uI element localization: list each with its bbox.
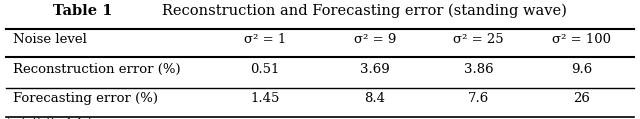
Text: 8.4: 8.4 [365, 92, 385, 105]
Text: 3.69: 3.69 [360, 62, 390, 76]
Text: σ² = 9: σ² = 9 [354, 33, 396, 46]
Text: 1.45: 1.45 [250, 92, 280, 105]
Text: σ² = 100: σ² = 100 [552, 33, 611, 46]
Text: Noise level: Noise level [13, 33, 86, 46]
Text: 7.6: 7.6 [468, 92, 489, 105]
Text: Forecasting error (%): Forecasting error (%) [13, 92, 158, 105]
Text: 3.86: 3.86 [463, 62, 493, 76]
Text: 26: 26 [573, 92, 590, 105]
Text: 9.6: 9.6 [572, 62, 593, 76]
Text: Table 1: Table 1 [54, 4, 113, 18]
Text: σ² = 25: σ² = 25 [453, 33, 504, 46]
Text: * statistical data: * statistical data [6, 118, 99, 119]
Text: Reconstruction error (%): Reconstruction error (%) [13, 62, 180, 76]
Text: Reconstruction and Forecasting error (standing wave): Reconstruction and Forecasting error (st… [163, 4, 567, 18]
Text: 0.51: 0.51 [250, 62, 280, 76]
Text: σ² = 1: σ² = 1 [244, 33, 286, 46]
